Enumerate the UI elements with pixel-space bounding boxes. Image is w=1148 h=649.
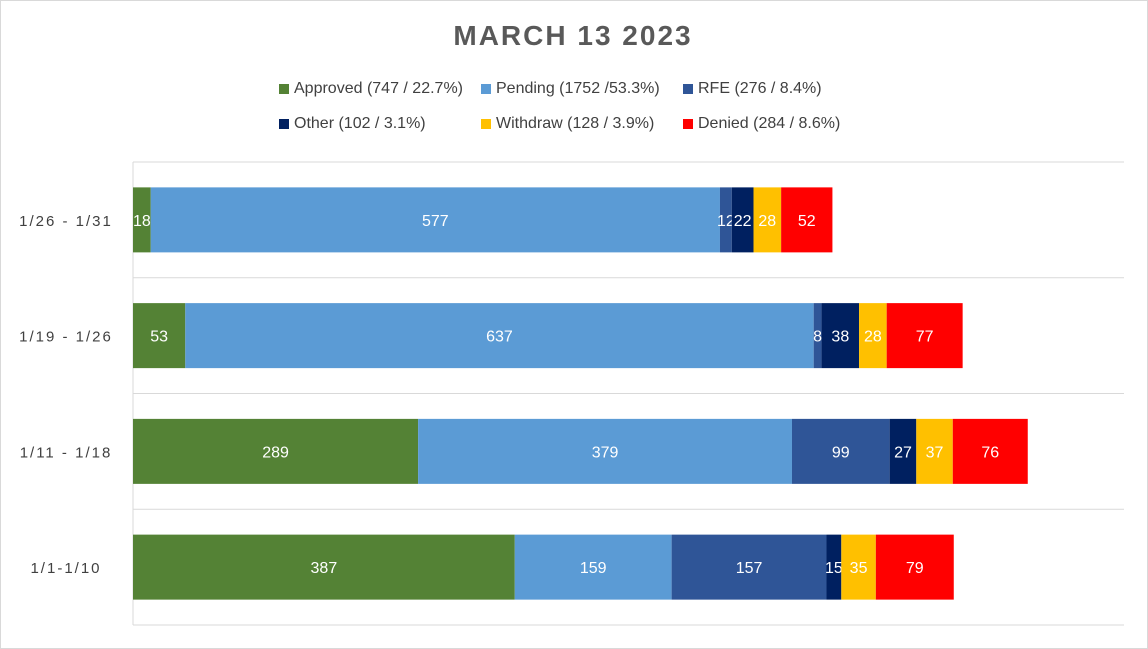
data-label: 79 bbox=[906, 560, 924, 577]
category-label: 1/26 - 1/31 bbox=[19, 213, 113, 230]
legend-swatch bbox=[481, 84, 491, 94]
data-label: 15 bbox=[825, 560, 843, 577]
legend-swatch bbox=[481, 119, 491, 129]
data-label: 38 bbox=[831, 329, 849, 346]
data-label: 37 bbox=[926, 444, 944, 461]
legend-swatch bbox=[683, 119, 693, 129]
bar-segment bbox=[886, 303, 963, 369]
bar-segment bbox=[133, 187, 151, 253]
data-label: 99 bbox=[832, 444, 850, 461]
legend-swatch bbox=[683, 84, 693, 94]
bar-segment bbox=[133, 303, 186, 369]
bar-segment bbox=[952, 418, 1028, 484]
legend-item: Denied (284 / 8.6%) bbox=[683, 115, 840, 133]
legend-label: Other (102 / 3.1%) bbox=[294, 115, 426, 132]
data-label: 577 bbox=[422, 213, 449, 230]
data-label: 52 bbox=[798, 213, 816, 230]
data-label: 27 bbox=[894, 444, 912, 461]
data-label: 28 bbox=[864, 329, 882, 346]
bar-segment bbox=[821, 303, 860, 369]
legend-label: Withdraw (128 / 3.9%) bbox=[496, 115, 655, 132]
data-label: 12 bbox=[717, 213, 735, 230]
category-label: 1/1-1/10 bbox=[30, 560, 101, 577]
data-label: 76 bbox=[981, 444, 999, 461]
bar-segment bbox=[150, 187, 720, 253]
bar-segment bbox=[753, 187, 782, 253]
legend-label: Pending (1752 /53.3%) bbox=[496, 80, 660, 97]
legend-swatch bbox=[279, 119, 289, 129]
data-label: 289 bbox=[262, 444, 289, 461]
bar-segment bbox=[889, 418, 917, 484]
bar-segment bbox=[671, 534, 827, 600]
legend-item: Pending (1752 /53.3%) bbox=[481, 80, 660, 98]
bar-segment bbox=[813, 303, 822, 369]
bar-segment bbox=[916, 418, 953, 484]
legend-label: Denied (284 / 8.6%) bbox=[698, 115, 841, 132]
data-label: 77 bbox=[916, 329, 934, 346]
legend-label: RFE (276 / 8.4%) bbox=[698, 80, 822, 97]
bar-segment bbox=[826, 534, 842, 600]
bar-segment bbox=[859, 303, 887, 369]
legend-item: Withdraw (128 / 3.9%) bbox=[481, 115, 654, 133]
legend-item: Approved (747 / 22.7%) bbox=[279, 80, 463, 98]
bar-segment bbox=[418, 418, 792, 484]
data-label: 159 bbox=[580, 560, 607, 577]
legend-swatch bbox=[279, 84, 289, 94]
bar-segment bbox=[791, 418, 890, 484]
data-label: 18 bbox=[133, 213, 151, 230]
bar-segment bbox=[514, 534, 672, 600]
data-label: 8 bbox=[813, 329, 822, 346]
data-label: 28 bbox=[758, 213, 776, 230]
data-label: 379 bbox=[592, 444, 619, 461]
data-label: 157 bbox=[736, 560, 763, 577]
bar-segment bbox=[781, 187, 833, 253]
category-label: 1/19 - 1/26 bbox=[19, 329, 113, 346]
data-label: 35 bbox=[850, 560, 868, 577]
bar-segment bbox=[133, 418, 419, 484]
chart-title: MARCH 13 2023 bbox=[453, 20, 693, 51]
bar-segment bbox=[731, 187, 754, 253]
legend-label: Approved (747 / 22.7%) bbox=[294, 80, 463, 97]
bar-segment bbox=[875, 534, 954, 600]
legend-item: RFE (276 / 8.4%) bbox=[683, 80, 822, 98]
legend-item: Other (102 / 3.1%) bbox=[279, 115, 426, 133]
data-label: 53 bbox=[150, 329, 168, 346]
bar-segment bbox=[719, 187, 732, 253]
category-label: 1/11 - 1/18 bbox=[20, 444, 113, 461]
data-label: 22 bbox=[734, 213, 752, 230]
bar-segment bbox=[133, 534, 515, 600]
data-label: 637 bbox=[486, 329, 513, 346]
bar-segment bbox=[185, 303, 814, 369]
data-label: 387 bbox=[311, 560, 338, 577]
bar-segment bbox=[841, 534, 876, 600]
